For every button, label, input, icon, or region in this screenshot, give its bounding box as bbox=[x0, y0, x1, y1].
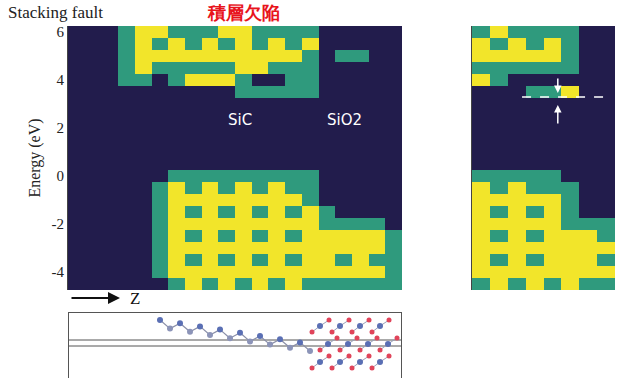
svg-text:0: 0 bbox=[57, 168, 65, 184]
svg-text:Stacking fault: Stacking fault bbox=[8, 3, 103, 22]
svg-text:Energy (eV): Energy (eV) bbox=[26, 118, 44, 197]
svg-text:2: 2 bbox=[57, 120, 65, 136]
svg-text:積層欠陥: 積層欠陥 bbox=[207, 2, 280, 23]
svg-text:SiC: SiC bbox=[228, 111, 252, 129]
svg-text:4: 4 bbox=[57, 72, 65, 88]
svg-text:-2: -2 bbox=[52, 216, 65, 232]
svg-text:Z: Z bbox=[130, 289, 140, 308]
svg-text:6: 6 bbox=[57, 24, 65, 40]
svg-text:-4: -4 bbox=[52, 264, 65, 280]
svg-text:SiO2: SiO2 bbox=[327, 111, 362, 129]
